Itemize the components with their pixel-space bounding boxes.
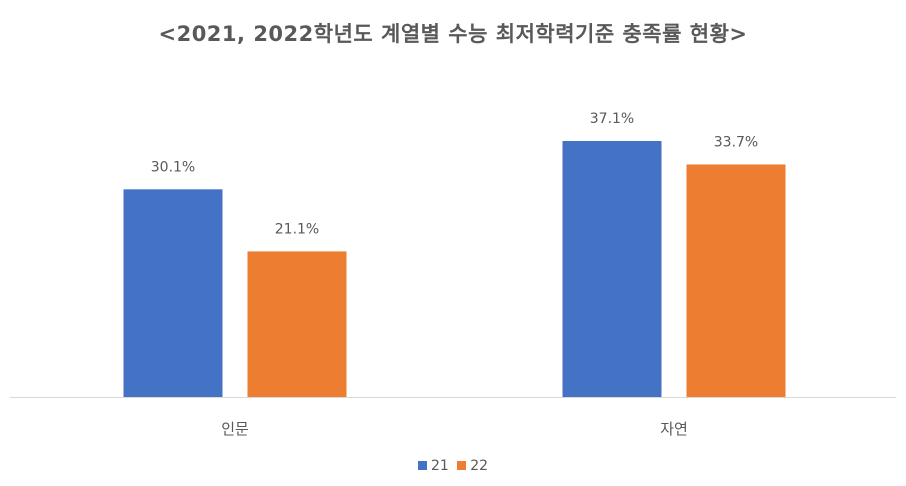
legend-label-22: 22 <box>470 458 489 474</box>
bar-22-자연 <box>686 164 786 397</box>
data-label-21-자연: 37.1% <box>590 111 634 127</box>
category-label-인문: 인문 <box>221 420 249 438</box>
data-label-22-인문: 21.1% <box>275 221 319 237</box>
legend-item-21: 21 <box>417 458 449 474</box>
bar-21-자연 <box>562 141 662 397</box>
bar-21-인문 <box>123 189 223 397</box>
legend: 21 22 <box>0 458 906 474</box>
data-label-21-인문: 30.1% <box>151 159 195 175</box>
legend-label-21: 21 <box>430 458 449 474</box>
legend-swatch-21 <box>417 461 427 470</box>
legend-item-22: 22 <box>457 458 488 474</box>
category-label-자연: 자연 <box>660 420 688 438</box>
data-label-22-자연: 33.7% <box>714 134 758 150</box>
chart-title: <2021, 2022학년도 계열별 수능 최저학력기준 충족률 현황> <box>158 22 748 46</box>
bar-22-인문 <box>247 251 347 397</box>
legend-swatch-22 <box>457 461 467 470</box>
